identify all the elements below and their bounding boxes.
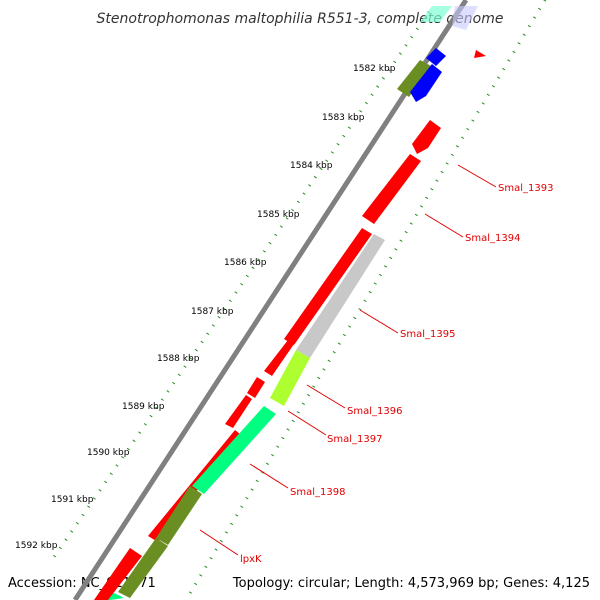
leader-line <box>287 410 327 436</box>
genome-title: Stenotrophomonas maltophilia R551-3, com… <box>97 11 504 27</box>
leader-line <box>359 309 399 334</box>
outer-dotted-track <box>50 11 431 561</box>
kbp-tick-1582: 1582 kbp <box>353 64 396 74</box>
gene-feature <box>420 6 452 22</box>
kbp-tick-1587: 1587 kbp <box>191 307 234 317</box>
kbp-tick-1583: 1583 kbp <box>322 113 365 123</box>
leader-line <box>424 213 464 238</box>
gene-feature <box>362 154 421 224</box>
kbp-tick-1588: 1588 kbp <box>157 354 200 364</box>
gene-feature <box>397 60 431 97</box>
gene-feature <box>225 395 252 428</box>
gene-feature <box>474 50 486 58</box>
kbp-tick-1592: 1592 kbp <box>15 541 58 551</box>
gene-label-smal-1397: Smal_1397 <box>327 434 382 445</box>
gene-feature <box>118 538 168 598</box>
gene-feature <box>156 486 202 545</box>
gene-feature <box>296 234 385 358</box>
inner-dotted-track <box>184 0 547 600</box>
gene-label-smal-1394: Smal_1394 <box>465 233 520 244</box>
top-features <box>420 6 486 58</box>
gene-feature <box>410 64 442 102</box>
gene-feature <box>426 48 446 66</box>
gene-feature <box>452 6 478 30</box>
kbp-scale: 1582 kbp 1583 kbp 1584 kbp 1585 kbp 1586… <box>15 64 396 551</box>
kbp-tick-1585: 1585 kbp <box>257 210 300 220</box>
kbp-tick-1591: 1591 kbp <box>51 495 94 505</box>
gene-feature <box>94 548 142 600</box>
kbp-tick-1584: 1584 kbp <box>290 161 333 171</box>
gene-labels: Smal_1393 Smal_1394 Smal_1395 Smal_1396 … <box>199 164 553 565</box>
genome-summary: Topology: circular; Length: 4,573,969 bp… <box>232 576 590 591</box>
gene-feature <box>247 377 265 398</box>
gene-label-smal-1395: Smal_1395 <box>400 329 455 340</box>
kbp-tick-1590: 1590 kbp <box>87 448 130 458</box>
leader-line <box>249 463 289 489</box>
gene-feature <box>192 406 276 494</box>
kbp-tick-1586: 1586 kbp <box>224 258 267 268</box>
reverse-strand-genes <box>94 48 446 600</box>
gene-feature <box>264 340 294 376</box>
forward-strand-genes <box>148 60 431 542</box>
leader-line <box>199 529 239 556</box>
genome-backbone <box>72 0 469 600</box>
kbp-tick-1589: 1589 kbp <box>122 402 165 412</box>
gene-feature <box>284 228 372 345</box>
leader-line <box>457 164 497 188</box>
leader-line <box>306 384 346 409</box>
gene-feature <box>270 350 310 406</box>
gene-feature <box>412 120 441 154</box>
gene-label-smal-1396: Smal_1396 <box>347 406 402 417</box>
gene-label-lpxk: lpxK <box>240 554 262 565</box>
gene-label-smal-1393: Smal_1393 <box>498 183 553 194</box>
gene-label-smal-1398: Smal_1398 <box>290 487 345 498</box>
